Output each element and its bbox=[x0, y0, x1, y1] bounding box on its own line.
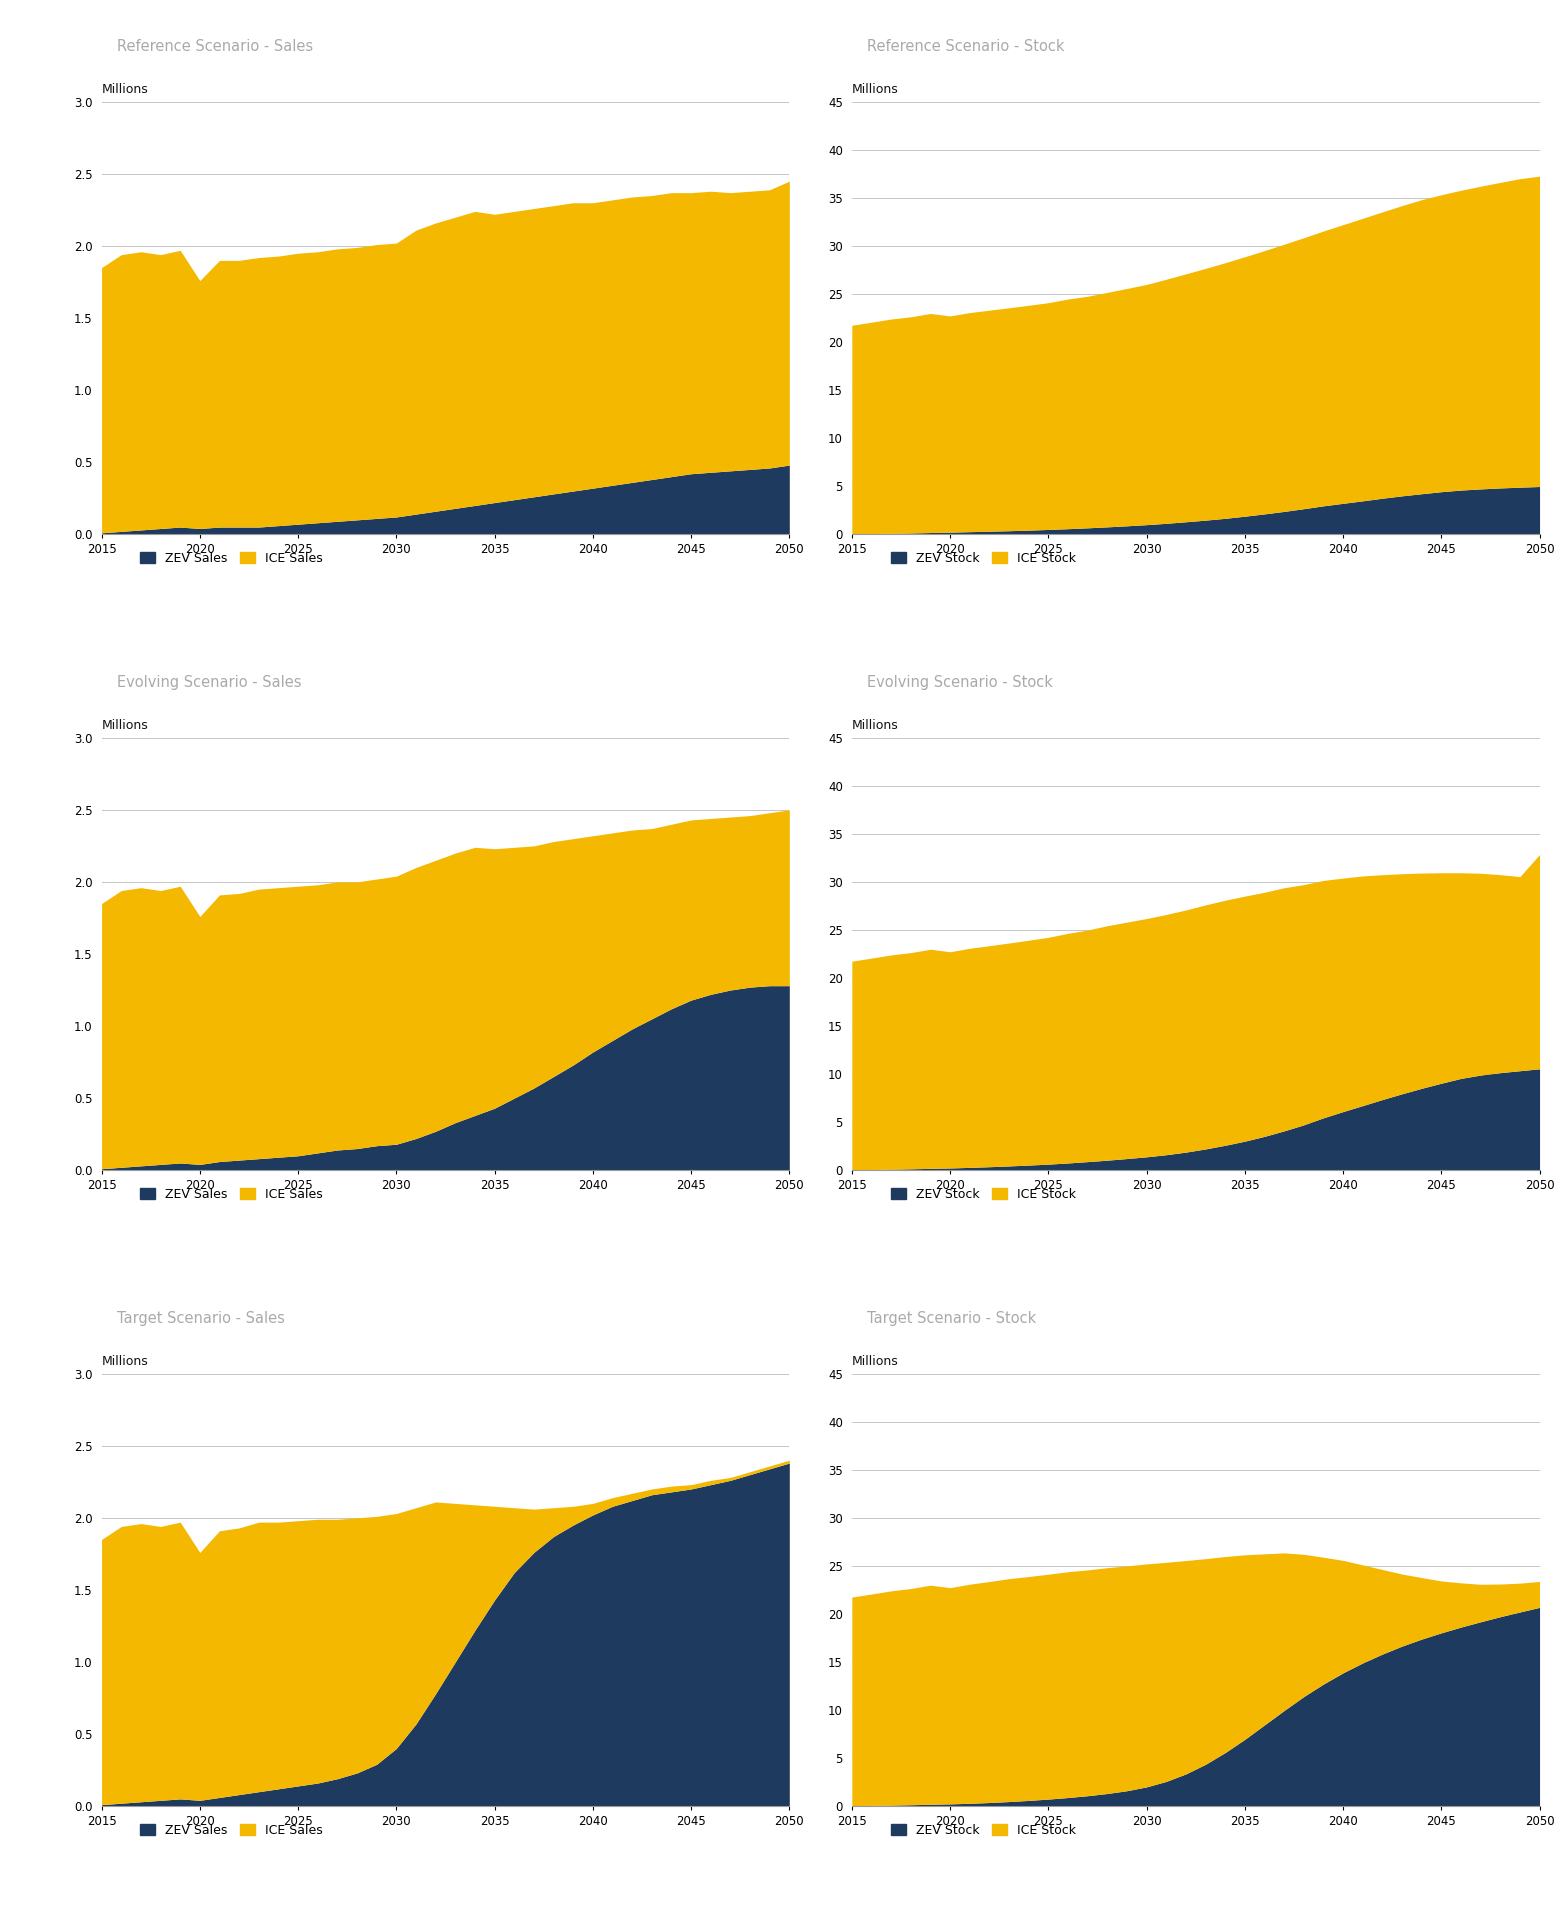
Text: Millions: Millions bbox=[852, 1355, 899, 1368]
Legend: ZEV Sales, ICE Sales: ZEV Sales, ICE Sales bbox=[136, 547, 328, 570]
Text: Target Scenario - Sales: Target Scenario - Sales bbox=[117, 1310, 284, 1326]
Legend: ZEV Stock, ICE Stock: ZEV Stock, ICE Stock bbox=[886, 1819, 1080, 1842]
Text: Reference Scenario - Sales: Reference Scenario - Sales bbox=[117, 39, 313, 54]
Text: Reference Scenario - Stock: Reference Scenario - Stock bbox=[867, 39, 1064, 54]
Legend: ZEV Stock, ICE Stock: ZEV Stock, ICE Stock bbox=[886, 1183, 1080, 1206]
Text: Millions: Millions bbox=[102, 719, 148, 732]
Text: Millions: Millions bbox=[102, 1355, 148, 1368]
Text: Millions: Millions bbox=[852, 719, 899, 732]
Text: Evolving Scenario - Sales: Evolving Scenario - Sales bbox=[117, 674, 302, 690]
Text: Target Scenario - Stock: Target Scenario - Stock bbox=[867, 1310, 1036, 1326]
Legend: ZEV Sales, ICE Sales: ZEV Sales, ICE Sales bbox=[136, 1819, 328, 1842]
Text: Evolving Scenario - Stock: Evolving Scenario - Stock bbox=[867, 674, 1053, 690]
Legend: ZEV Stock, ICE Stock: ZEV Stock, ICE Stock bbox=[886, 547, 1080, 570]
Text: Millions: Millions bbox=[102, 83, 148, 96]
Text: Millions: Millions bbox=[852, 83, 899, 96]
Legend: ZEV Sales, ICE Sales: ZEV Sales, ICE Sales bbox=[136, 1183, 328, 1206]
